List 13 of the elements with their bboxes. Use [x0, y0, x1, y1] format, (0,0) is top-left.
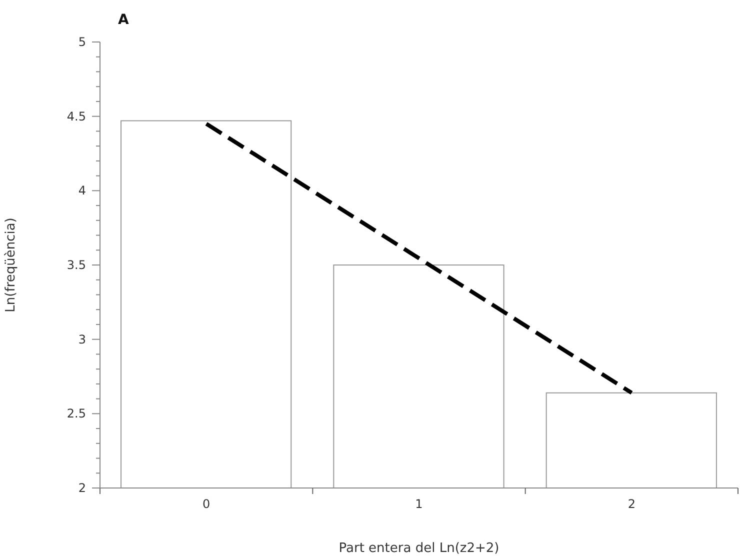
x-tick-label: 1: [415, 497, 423, 511]
x-tick-label: 0: [202, 497, 210, 511]
x-axis-title: Part entera del Ln(z2+2): [338, 541, 500, 556]
y-tick-label: 4.5: [66, 109, 86, 124]
y-tick-label: 5: [78, 35, 86, 49]
x-tick-label: 2: [628, 497, 636, 511]
chart-title: A: [118, 12, 129, 28]
y-tick-label: 4: [78, 184, 86, 198]
y-tick-label: 3: [78, 332, 86, 346]
y-axis-title: Ln(freqüència): [4, 218, 19, 312]
y-tick-label: 2: [78, 481, 86, 495]
y-tick-label: 2.5: [66, 406, 86, 421]
y-tick-label: 3.5: [66, 258, 86, 272]
